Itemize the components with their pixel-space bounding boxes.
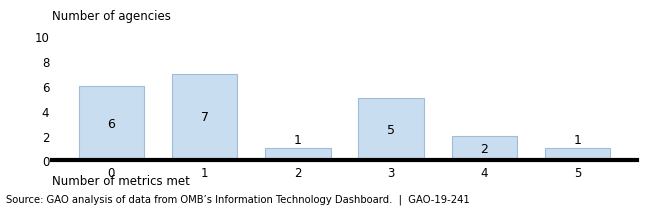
Text: Source: GAO analysis of data from OMB’s Information Technology Dashboard.  |  GA: Source: GAO analysis of data from OMB’s … — [6, 193, 470, 204]
Text: Number of metrics met: Number of metrics met — [52, 174, 190, 187]
Bar — [359, 99, 424, 161]
Text: Number of agencies: Number of agencies — [52, 10, 171, 23]
Bar — [545, 148, 610, 161]
Text: 1: 1 — [294, 133, 302, 146]
Bar — [265, 148, 330, 161]
Text: 1: 1 — [574, 133, 582, 146]
Text: 7: 7 — [201, 111, 209, 124]
Bar — [79, 87, 144, 161]
Text: 6: 6 — [107, 117, 115, 130]
Text: 5: 5 — [387, 123, 395, 136]
Bar — [172, 74, 237, 161]
Text: 2: 2 — [480, 142, 488, 155]
Bar — [452, 136, 517, 161]
